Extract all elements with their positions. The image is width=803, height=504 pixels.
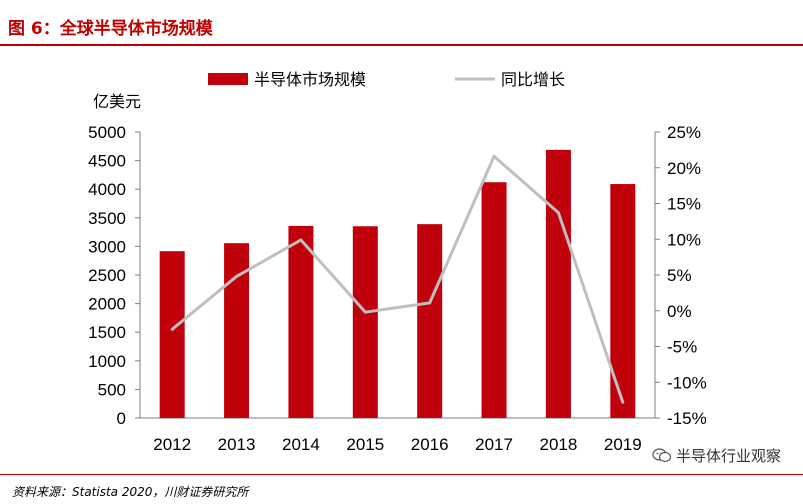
growth-point-2018	[556, 211, 560, 215]
legend-label-bar: 半导体市场规模	[254, 71, 366, 89]
growth-line	[171, 154, 625, 403]
x-tick-label: 2017	[475, 435, 513, 454]
y2-tick-label: -5%	[667, 338, 697, 357]
x-tick-label: 2016	[411, 435, 449, 454]
bar-2014	[288, 225, 314, 418]
bar-2016	[417, 224, 443, 418]
y-tick-label: 500	[98, 380, 126, 399]
y-axis-label: 亿美元	[93, 93, 141, 111]
growth-point-2012	[170, 327, 174, 331]
x-tick-label: 2012	[153, 435, 191, 454]
y-tick-label: 1500	[88, 323, 126, 342]
y-tick-label: 3500	[88, 209, 126, 228]
source-note: 资料来源：Statista 2020，川财证券研究所	[12, 485, 249, 499]
x-tick-label: 2013	[218, 435, 256, 454]
y-tick-label: 0	[117, 409, 126, 428]
y-tick-label: 5000	[88, 123, 126, 142]
growth-point-2019	[621, 400, 625, 404]
watermark: 半导体行业观察	[652, 445, 781, 466]
bar-2015	[352, 226, 378, 418]
bar-2018	[545, 149, 571, 418]
growth-point-2015	[363, 310, 367, 314]
y-tick-label: 4000	[88, 180, 126, 199]
y-tick-label: 1000	[88, 352, 126, 371]
bar-2012	[159, 251, 185, 418]
y2-tick-label: -10%	[667, 373, 707, 392]
wechat-icon	[652, 448, 672, 463]
y-tick-label: 2000	[88, 295, 126, 314]
x-tick-label: 2019	[604, 435, 642, 454]
figure-title: 图 6：全球半导体市场规模	[8, 19, 213, 39]
y2-tick-label: 15%	[667, 195, 701, 214]
y-tick-label: 3000	[88, 237, 126, 256]
growth-point-2013	[235, 274, 239, 278]
growth-point-2017	[492, 154, 496, 158]
figure-header: 图 6：全球半导体市场规模	[0, 0, 803, 46]
legend-label-line: 同比增长	[501, 71, 565, 89]
y-tick-label: 4500	[88, 152, 126, 171]
y2-tick-label: 0%	[667, 302, 692, 321]
x-tick-label: 2018	[540, 435, 578, 454]
legend-swatch-bar	[208, 73, 248, 85]
growth-point-2014	[299, 238, 303, 242]
figure-footer: 资料来源：Statista 2020，川财证券研究所	[0, 474, 803, 504]
y2-tick-label: 5%	[667, 266, 692, 285]
bar-2013	[224, 243, 250, 418]
y2-tick-label: 20%	[667, 159, 701, 178]
x-tick-label: 2015	[346, 435, 384, 454]
bar-2017	[481, 182, 507, 418]
growth-point-2016	[428, 301, 432, 305]
x-tick-label: 2014	[282, 435, 320, 454]
bar-2019	[610, 184, 636, 418]
y2-tick-label: 10%	[667, 230, 701, 249]
y2-tick-label: 25%	[667, 123, 701, 142]
y2-tick-label: -15%	[667, 409, 707, 428]
y-tick-label: 2500	[88, 266, 126, 285]
watermark-text: 半导体行业观察	[675, 447, 781, 465]
